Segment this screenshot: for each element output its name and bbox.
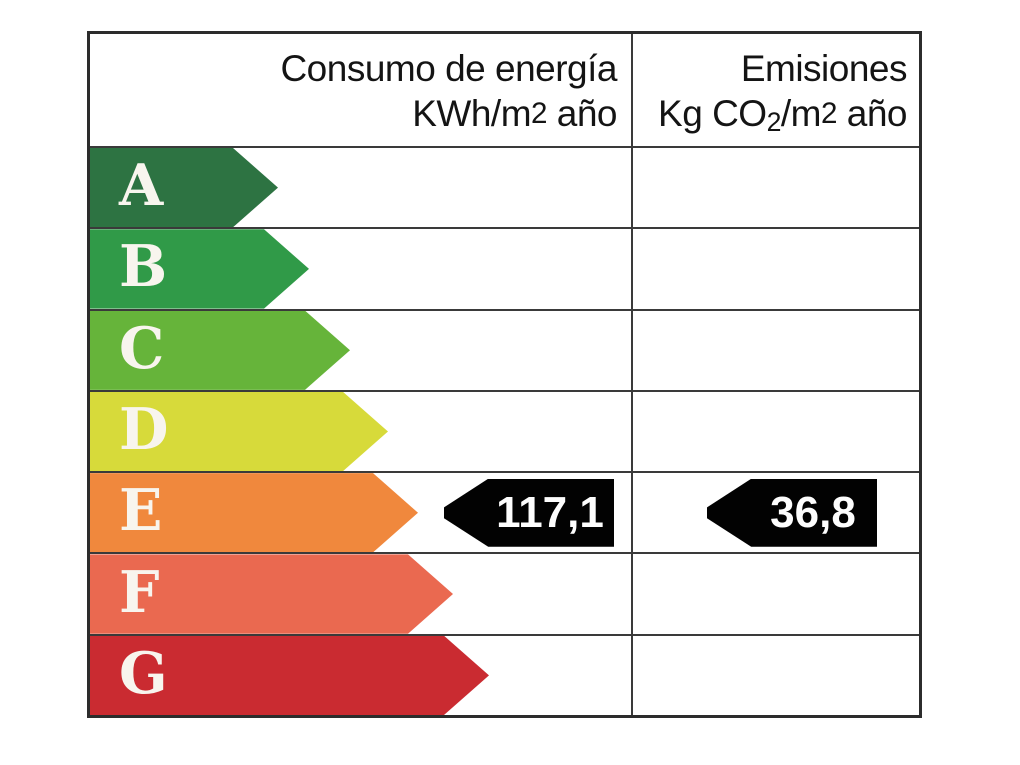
rating-arrow-c: C [90, 311, 350, 390]
rating-table: Consumo de energía KWh/m2 año Emisiones … [87, 31, 922, 718]
table-header: Consumo de energía KWh/m2 año Emisiones … [90, 34, 919, 148]
rating-cell-f: F [90, 554, 633, 634]
rating-letter: B [119, 233, 168, 301]
emissions-cell-a [633, 148, 919, 227]
rating-cell-e: E 117,1 [90, 473, 633, 553]
rating-row-g: G [90, 635, 919, 715]
emissions-header-line1: Emisiones [740, 48, 908, 89]
rating-cell-d: D [90, 391, 633, 472]
rating-row-c: C [90, 310, 919, 392]
emissions-cell-c [633, 311, 919, 390]
rating-cell-c: C [90, 310, 633, 390]
rating-letter: C [119, 314, 165, 382]
rating-row-b: B [90, 229, 919, 311]
consumption-value: 117,1 [496, 487, 604, 537]
emissions-column-header: Emisiones Kg CO2/m2 año [633, 34, 919, 146]
emissions-header-line2: Kg CO2/m2 año [658, 93, 907, 137]
rating-row-f: F [90, 554, 919, 636]
rating-rows: A B C [90, 148, 919, 715]
emissions-cell-f [633, 554, 919, 633]
consumption-header-line2: KWh/m2 año [412, 93, 617, 134]
rating-letter: A [119, 152, 164, 220]
rating-cell-b: B [90, 229, 633, 309]
rating-row-a: A [90, 148, 919, 230]
rating-cell-g: G [90, 635, 633, 715]
consumption-header-line1: Consumo de energía [280, 48, 617, 89]
rating-arrow-f: F [90, 554, 453, 633]
emissions-cell-b [633, 229, 919, 308]
rating-arrow-a: A [90, 148, 278, 227]
emissions-value: 36,8 [770, 487, 856, 537]
co2-subscript: 2 [766, 106, 782, 137]
rating-cell-a: A [90, 148, 633, 228]
consumption-column-header: Consumo de energía KWh/m2 año [90, 34, 633, 146]
rating-row-e: E 117,1 36,8 [90, 473, 919, 555]
rating-row-d: D [90, 391, 919, 474]
rating-letter: G [119, 639, 168, 707]
emissions-cell-e: 36,8 [633, 473, 919, 552]
rating-letter: F [119, 558, 160, 626]
emissions-cell-d [633, 392, 919, 471]
rating-arrow-b: B [90, 229, 309, 308]
rating-letter: D [119, 395, 169, 463]
rating-arrow-g: G [90, 636, 489, 715]
rating-arrow-e: E [90, 473, 418, 552]
consumption-value-marker: 117,1 [444, 478, 614, 547]
emissions-value-marker: 36,8 [707, 478, 877, 547]
squared-exponent: 2 [531, 97, 547, 131]
rating-letter: E [119, 477, 163, 545]
emissions-cell-g [633, 636, 919, 715]
rating-arrow-d: D [90, 392, 388, 471]
squared-exponent: 2 [821, 97, 837, 131]
